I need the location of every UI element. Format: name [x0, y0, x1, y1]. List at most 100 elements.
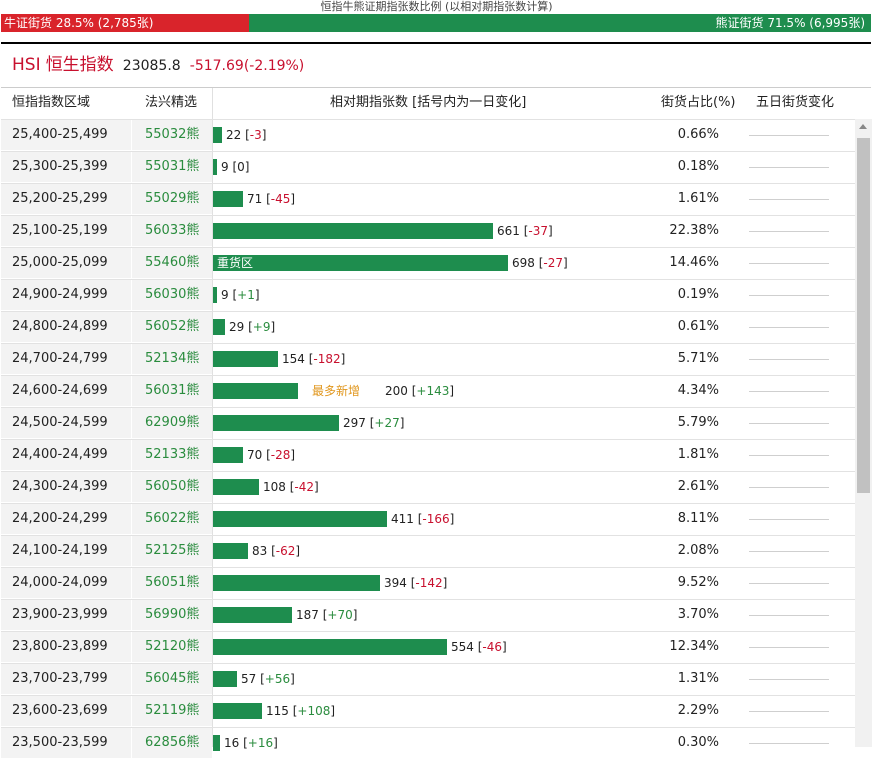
share-cell: 1.81% — [677, 447, 719, 462]
count-bar — [213, 191, 243, 207]
warrant-pick-link[interactable]: 52120熊 — [132, 632, 212, 662]
five-day-sparkline — [749, 231, 829, 232]
count-bar — [213, 383, 298, 399]
warrant-pick-link[interactable]: 56052熊 — [132, 312, 212, 342]
scroll-up-arrow-icon[interactable] — [859, 124, 867, 129]
range-cell: 24,000-24,099 — [1, 568, 131, 598]
range-cell: 23,900-23,999 — [1, 600, 131, 630]
count-number: 698 — [512, 256, 535, 270]
warrant-pick-link[interactable]: 55032熊 — [132, 120, 212, 150]
count-bar-cell: 411 [-166] — [213, 504, 643, 534]
chart-caption: 恒指牛熊证期指张数比例 (以相对期指张数计算) — [320, 0, 553, 13]
share-cell: 0.30% — [677, 735, 719, 750]
range-cell: 25,000-25,099 — [1, 248, 131, 278]
count-number: 554 — [451, 640, 474, 654]
count-bar-cell: 115 [+108] — [213, 696, 643, 726]
index-price: 23085.8 — [122, 58, 181, 74]
count-change: -166 — [422, 512, 450, 526]
count-bar-cell: 187 [+70] — [213, 600, 643, 630]
share-cell: 2.29% — [677, 703, 719, 718]
warrant-pick-link[interactable]: 52119熊 — [132, 696, 212, 726]
warrant-pick-link[interactable]: 55029熊 — [132, 184, 212, 214]
five-day-sparkline — [749, 327, 829, 328]
count-change: +1 — [237, 288, 255, 302]
table-row: 24,600-24,699 56031熊 最多新增 200 [+143] 4.34% — [1, 375, 855, 407]
range-cell: 25,100-25,199 — [1, 216, 131, 246]
share-cell: 22.38% — [669, 223, 719, 238]
count-bar: 重货区 — [213, 255, 508, 271]
col-header-share: 街货占比(%) — [661, 95, 736, 110]
header-divider — [1, 87, 871, 88]
count-number: 108 — [263, 480, 286, 494]
share-cell: 0.66% — [677, 127, 719, 142]
count-change: -3 — [249, 128, 262, 142]
five-day-sparkline — [749, 583, 829, 584]
count-value: 411 [-166] — [391, 512, 455, 526]
warrant-pick-link[interactable]: 56031熊 — [132, 376, 212, 406]
header-rule — [1, 42, 871, 44]
count-bar-cell: 57 [+56] — [213, 664, 643, 694]
count-bar-cell: 重货区 698 [-27] — [213, 248, 643, 278]
scrollbar[interactable] — [855, 119, 872, 747]
table-row: 23,900-23,999 56990熊 187 [+70] 3.70% — [1, 599, 855, 631]
table-row: 23,800-23,899 52120熊 554 [-46] 12.34% — [1, 631, 855, 663]
count-bar — [213, 543, 248, 559]
table-row: 23,500-23,599 62856熊 16 [+16] 0.30% — [1, 727, 855, 759]
warrant-pick-link[interactable]: 56050熊 — [132, 472, 212, 502]
warrant-pick-link[interactable]: 52133熊 — [132, 440, 212, 470]
count-bar-cell: 70 [-28] — [213, 440, 643, 470]
index-change: -517.69(-2.19%) — [189, 58, 305, 74]
warrant-pick-link[interactable]: 55460熊 — [132, 248, 212, 278]
bear-ratio-segment: 熊证街货 71.5% (6,995张) — [248, 14, 871, 32]
count-number: 394 — [384, 576, 407, 590]
count-bar-cell: 最多新增 200 [+143] — [213, 376, 643, 406]
warrant-pick-link[interactable]: 62909熊 — [132, 408, 212, 438]
warrant-pick-link[interactable]: 56033熊 — [132, 216, 212, 246]
range-cell: 23,500-23,599 — [1, 728, 131, 758]
five-day-sparkline — [749, 679, 829, 680]
count-change: +16 — [247, 736, 274, 750]
count-value: 57 [+56] — [241, 672, 295, 686]
count-bar-cell: 9 [+1] — [213, 280, 643, 310]
range-cell: 24,800-24,899 — [1, 312, 131, 342]
range-cell: 24,100-24,199 — [1, 536, 131, 566]
count-bar-cell: 29 [+9] — [213, 312, 643, 342]
count-change: -45 — [270, 192, 291, 206]
count-change: +108 — [297, 704, 331, 718]
table-row: 24,800-24,899 56052熊 29 [+9] 0.61% — [1, 311, 855, 343]
warrant-pick-link[interactable]: 56030熊 — [132, 280, 212, 310]
count-change: -182 — [313, 352, 341, 366]
warrant-pick-link[interactable]: 56022熊 — [132, 504, 212, 534]
table-row: 24,900-24,999 56030熊 9 [+1] 0.19% — [1, 279, 855, 311]
range-cell: 25,200-25,299 — [1, 184, 131, 214]
col-header-pick: 法兴精选 — [145, 95, 198, 110]
count-change: -37 — [528, 224, 549, 238]
count-bar — [213, 287, 217, 303]
range-cell: 24,700-24,799 — [1, 344, 131, 374]
count-bar — [213, 671, 237, 687]
share-cell: 0.61% — [677, 319, 719, 334]
warrant-pick-link[interactable]: 52134熊 — [132, 344, 212, 374]
warrant-pick-link[interactable]: 56045熊 — [132, 664, 212, 694]
warrant-pick-link[interactable]: 56051熊 — [132, 568, 212, 598]
warrant-pick-link[interactable]: 52125熊 — [132, 536, 212, 566]
count-value: 115 [+108] — [266, 704, 336, 718]
count-value: 394 [-142] — [384, 576, 448, 590]
five-day-sparkline — [749, 647, 829, 648]
warrant-pick-link[interactable]: 55031熊 — [132, 152, 212, 182]
table-row: 24,700-24,799 52134熊 154 [-182] 5.71% — [1, 343, 855, 375]
range-cell: 24,900-24,999 — [1, 280, 131, 310]
count-value: 16 [+16] — [224, 736, 278, 750]
scrollbar-thumb[interactable] — [857, 138, 870, 493]
warrant-pick-link[interactable]: 56990熊 — [132, 600, 212, 630]
count-value: 187 [+70] — [296, 608, 358, 622]
five-day-sparkline — [749, 167, 829, 168]
range-cell: 24,400-24,499 — [1, 440, 131, 470]
count-value: 22 [-3] — [226, 128, 267, 142]
count-value: 661 [-37] — [497, 224, 553, 238]
count-bar — [213, 447, 243, 463]
five-day-sparkline — [749, 423, 829, 424]
count-change: +70 — [327, 608, 353, 622]
warrant-pick-link[interactable]: 62856熊 — [132, 728, 212, 758]
range-cell: 24,300-24,399 — [1, 472, 131, 502]
